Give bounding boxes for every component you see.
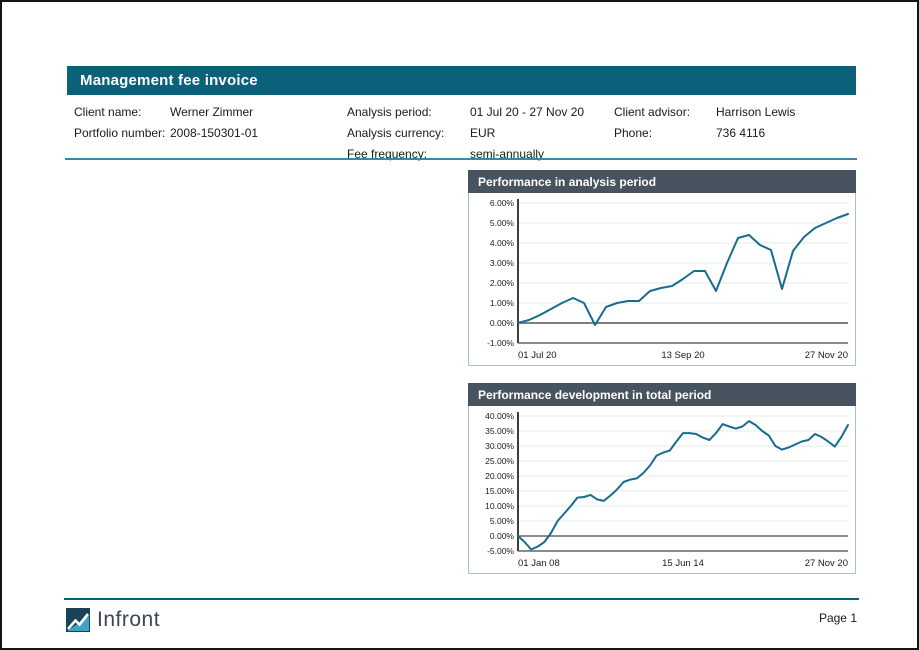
client-advisor-value: Harrison Lewis: [716, 104, 796, 119]
advisor-info-column: Client advisor: Harrison Lewis Phone: 73…: [614, 101, 854, 143]
svg-text:27 Nov 20: 27 Nov 20: [805, 350, 848, 361]
svg-text:15.00%: 15.00%: [485, 486, 514, 496]
infront-logo: Infront: [66, 608, 160, 632]
svg-text:-5.00%: -5.00%: [487, 546, 514, 556]
total-period-line-chart: -5.00% 0.00% 5.00% 10.00% 15.00% 20.00% 25.00%…: [485, 411, 849, 569]
analysis-period-value: 01 Jul 20 - 27 Nov 20: [470, 104, 585, 119]
svg-text:6.00%: 6.00%: [490, 198, 515, 208]
infront-logo-icon: [66, 608, 90, 632]
info-row-client-advisor: Client advisor: Harrison Lewis: [614, 101, 854, 122]
page-title-text: Management fee invoice: [80, 72, 258, 89]
info-row-phone: Phone: 736 4116: [614, 122, 854, 143]
analysis-period-chart-title-text: Performance in analysis period: [478, 174, 657, 189]
svg-text:1.00%: 1.00%: [490, 298, 515, 308]
svg-text:25.00%: 25.00%: [485, 456, 514, 466]
client-info-column: Client name: Werner Zimmer Portfolio num…: [74, 101, 346, 143]
svg-text:13 Sep 20: 13 Sep 20: [661, 350, 704, 361]
svg-text:15 Jun 14: 15 Jun 14: [662, 558, 704, 569]
client-name-value: Werner Zimmer: [170, 104, 254, 119]
svg-text:5.00%: 5.00%: [490, 218, 515, 228]
svg-text:01 Jul 20: 01 Jul 20: [518, 350, 557, 361]
fee-frequency-label: Fee frequency:: [347, 146, 428, 161]
svg-text:0.00%: 0.00%: [490, 318, 515, 328]
phone-value: 736 4116: [716, 125, 766, 140]
page-title: Management fee invoice: [67, 66, 856, 95]
analysis-currency-value: EUR: [470, 125, 496, 140]
page-number: Page 1: [818, 611, 857, 625]
total-period-chart-title: Performance development in total period: [468, 383, 856, 406]
total-period-chart-panel: Performance development in total period …: [468, 383, 856, 574]
analysis-period-chart-panel: Performance in analysis period -1.00% 0.0…: [468, 170, 856, 366]
svg-text:3.00%: 3.00%: [490, 258, 515, 268]
fee-frequency-value: semi-annually: [470, 146, 545, 161]
client-name-label: Client name:: [74, 104, 142, 119]
total-period-chart-body: -5.00% 0.00% 5.00% 10.00% 15.00% 20.00% 25.00%…: [468, 406, 856, 574]
info-row-client-name: Client name: Werner Zimmer: [74, 101, 346, 122]
svg-text:2.00%: 2.00%: [490, 278, 515, 288]
info-row-fee-frequency: Fee frequency: semi-annually: [347, 143, 613, 164]
info-row-analysis-period: Analysis period: 01 Jul 20 - 27 Nov 20: [347, 101, 613, 122]
infront-logo-text: Infront: [97, 608, 161, 631]
analysis-info-column: Analysis period: 01 Jul 20 - 27 Nov 20 A…: [347, 101, 613, 164]
analysis-currency-label: Analysis currency:: [347, 125, 445, 140]
total-period-chart-title-text: Performance development in total period: [478, 387, 712, 402]
svg-text:40.00%: 40.00%: [485, 411, 514, 421]
analysis-period-chart-title: Performance in analysis period: [468, 170, 856, 193]
portfolio-number-label: Portfolio number:: [74, 125, 166, 140]
header-separator-line: [65, 158, 857, 160]
phone-label: Phone:: [614, 125, 653, 140]
svg-text:0.00%: 0.00%: [490, 531, 515, 541]
info-row-analysis-currency: Analysis currency: EUR: [347, 122, 613, 143]
svg-text:35.00%: 35.00%: [485, 426, 514, 436]
svg-text:20.00%: 20.00%: [485, 471, 514, 481]
info-row-portfolio-number: Portfolio number: 2008-150301-01: [74, 122, 346, 143]
svg-text:10.00%: 10.00%: [485, 501, 514, 511]
client-advisor-label: Client advisor:: [614, 104, 691, 119]
footer-separator-line: [64, 598, 859, 600]
analysis-period-line-chart: -1.00% 0.00% 1.00% 2.00% 3.00% 4.00% 5.00% 6.00…: [487, 198, 849, 361]
svg-text:4.00%: 4.00%: [490, 238, 515, 248]
svg-text:01 Jan 08: 01 Jan 08: [518, 558, 560, 569]
analysis-period-label: Analysis period:: [347, 104, 432, 119]
svg-text:27 Nov 20: 27 Nov 20: [805, 558, 848, 569]
portfolio-number-value: 2008-150301-01: [170, 125, 259, 140]
svg-text:30.00%: 30.00%: [485, 441, 514, 451]
analysis-period-chart-body: -1.00% 0.00% 1.00% 2.00% 3.00% 4.00% 5.00% 6.00…: [468, 193, 856, 366]
svg-text:5.00%: 5.00%: [490, 516, 515, 526]
svg-text:-1.00%: -1.00%: [487, 338, 514, 348]
